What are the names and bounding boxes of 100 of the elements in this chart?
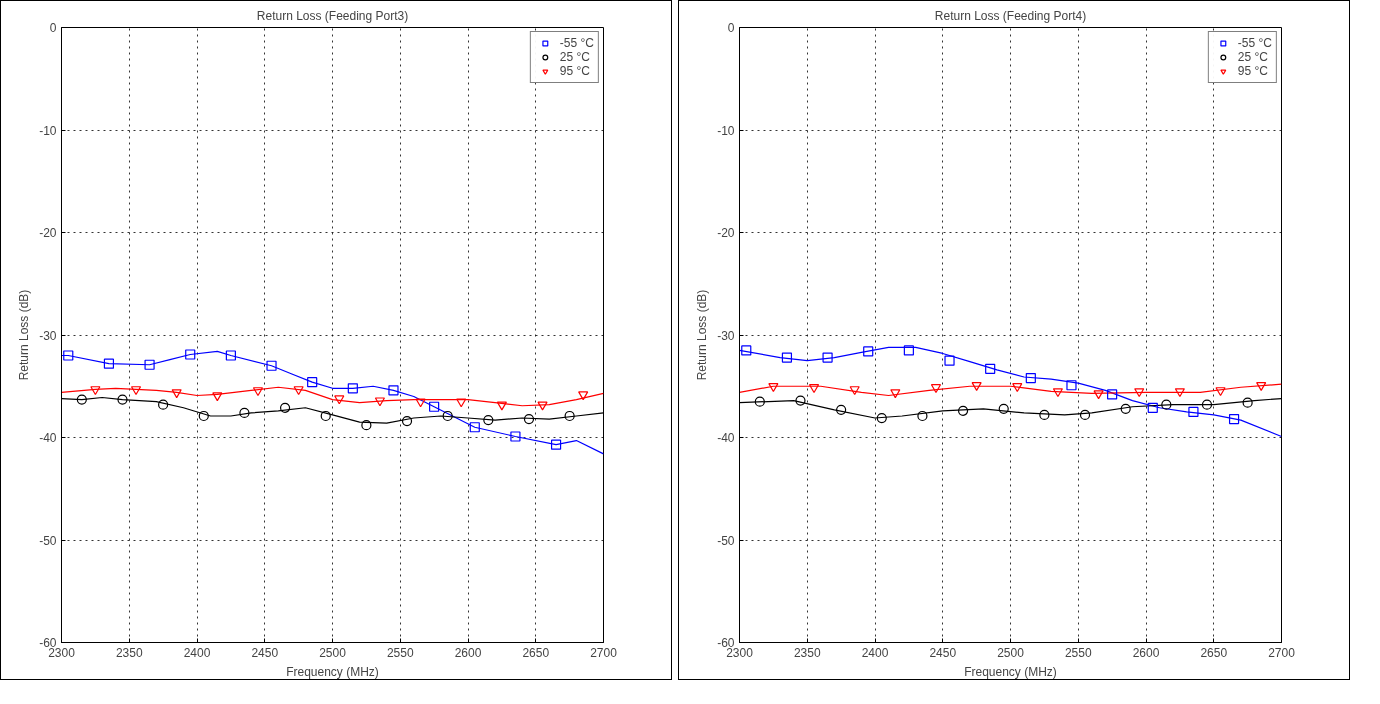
y-tick-label: -30 <box>39 328 57 343</box>
point <box>1188 406 1199 417</box>
y-tick-label: -40 <box>717 431 735 445</box>
point <box>1174 388 1185 398</box>
point <box>239 407 250 418</box>
x-tick-label: 2400 <box>183 645 211 660</box>
point <box>510 431 521 442</box>
y-axis-title: Return Loss (dB) <box>695 289 710 381</box>
point <box>334 395 345 405</box>
point <box>483 414 494 426</box>
point <box>1228 413 1240 425</box>
x-tick-label: 2650 <box>1200 645 1228 660</box>
point <box>876 412 887 424</box>
point <box>1079 409 1091 421</box>
y-tick-label: -30 <box>717 328 735 343</box>
point <box>1215 387 1226 397</box>
point <box>103 358 115 369</box>
point <box>279 402 291 413</box>
x-tick-label: 2500 <box>319 645 347 660</box>
point <box>1242 397 1253 408</box>
point <box>822 352 833 363</box>
point <box>998 403 1009 414</box>
y-tick-label: -50 <box>717 533 735 548</box>
x-axis-title: Frequency (MHz) <box>964 664 1057 679</box>
x-tick-label: 2400 <box>861 645 889 660</box>
point <box>537 401 548 411</box>
legend-label: 25 °C <box>1237 50 1268 64</box>
x-tick-label: 2650 <box>522 645 550 660</box>
point <box>550 439 562 450</box>
legend-label: 25 °C <box>559 50 590 64</box>
point <box>63 350 74 361</box>
point <box>1147 402 1158 413</box>
point <box>564 410 575 422</box>
point <box>1161 399 1172 410</box>
point <box>320 410 331 422</box>
point <box>1025 372 1036 384</box>
point <box>1039 409 1050 421</box>
chart-title: Return Loss (Feeding Port3) <box>256 8 409 23</box>
x-tick-label: 2700 <box>1268 645 1296 660</box>
x-tick-label: 2350 <box>115 645 143 660</box>
point <box>754 396 765 407</box>
point <box>971 382 982 392</box>
point <box>741 345 752 356</box>
point <box>130 386 142 396</box>
y-tick-label: -20 <box>717 226 735 240</box>
point <box>401 416 413 427</box>
point <box>347 383 358 394</box>
x-tick-label: 2600 <box>454 645 482 660</box>
point <box>1256 382 1267 392</box>
line-series <box>739 346 1282 438</box>
point <box>361 420 372 431</box>
y-tick-label: -10 <box>39 123 57 138</box>
point <box>415 398 426 408</box>
point <box>768 383 779 393</box>
y-tick-label: -10 <box>717 123 735 138</box>
point <box>1012 383 1023 393</box>
y-axis-title: Return Loss (dB) <box>17 289 32 381</box>
point <box>1120 403 1131 414</box>
x-tick-label: 2600 <box>1132 645 1160 660</box>
point <box>1066 380 1077 391</box>
point <box>469 422 480 433</box>
point <box>795 395 806 406</box>
x-tick-label: 2350 <box>793 645 821 660</box>
point <box>198 410 209 422</box>
point <box>171 389 182 399</box>
point <box>1093 390 1104 400</box>
point <box>307 377 318 388</box>
point <box>523 413 535 425</box>
point <box>212 392 223 402</box>
x-tick-label: 2550 <box>386 645 414 660</box>
x-tick-label: 2700 <box>590 645 618 660</box>
x-tick-label: 2450 <box>929 645 957 660</box>
y-tick-label: 0 <box>49 21 57 35</box>
point <box>836 404 847 415</box>
point <box>903 345 914 356</box>
point <box>456 398 467 408</box>
point <box>808 384 820 394</box>
point <box>1052 388 1064 398</box>
point <box>863 346 874 357</box>
point <box>225 350 236 361</box>
x-tick-label: 2500 <box>997 645 1025 660</box>
point <box>1201 399 1213 410</box>
y-tick-label: 0 <box>727 21 735 35</box>
legend-label: 95 °C <box>559 64 590 78</box>
point <box>1107 389 1118 400</box>
point <box>944 355 955 366</box>
point <box>917 410 928 422</box>
point <box>890 389 901 399</box>
point <box>185 349 196 360</box>
y-tick-label: -60 <box>717 636 735 650</box>
legend-label: -55 °C <box>1237 36 1272 50</box>
point <box>293 386 304 396</box>
legend-label: 95 °C <box>1237 64 1268 78</box>
x-tick-label: 2550 <box>1064 645 1092 660</box>
point <box>781 352 793 363</box>
point <box>985 363 996 374</box>
y-tick-label: -40 <box>39 431 57 445</box>
point <box>90 386 101 396</box>
point <box>1134 388 1145 398</box>
point <box>374 397 386 407</box>
